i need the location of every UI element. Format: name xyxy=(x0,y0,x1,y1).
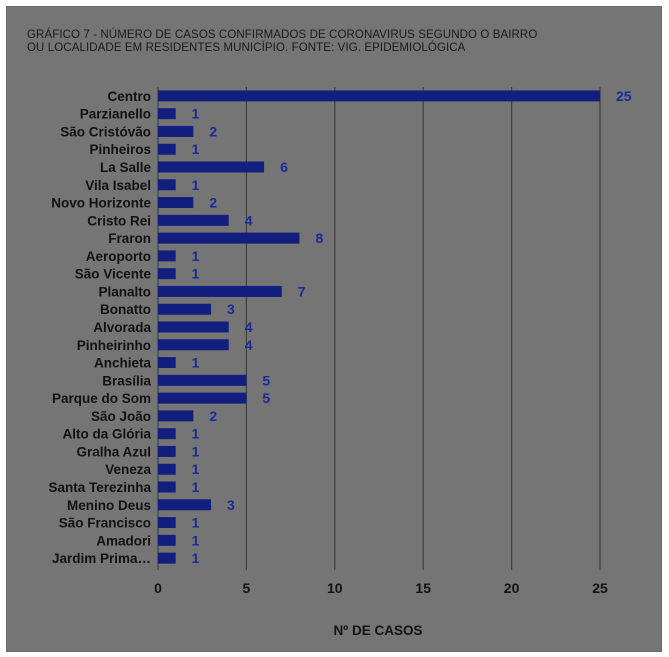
data-label: 5 xyxy=(262,372,270,388)
bar xyxy=(158,428,176,440)
data-label: 1 xyxy=(192,550,200,566)
data-label: 4 xyxy=(245,337,253,353)
data-label: 3 xyxy=(227,497,235,513)
bar xyxy=(158,214,229,226)
x-tick-label: 10 xyxy=(327,580,343,596)
data-label: 25 xyxy=(616,88,632,104)
category-label: Pinheirinho xyxy=(77,338,151,353)
data-label: 1 xyxy=(192,479,200,495)
bar xyxy=(158,499,212,511)
data-label: 2 xyxy=(209,408,217,424)
data-label: 5 xyxy=(262,390,270,406)
bar xyxy=(158,339,229,351)
bar xyxy=(158,445,176,457)
category-label: Gralha Azul xyxy=(76,444,151,459)
category-label: Aeroporto xyxy=(86,249,151,264)
data-label: 3 xyxy=(227,301,235,317)
data-label: 1 xyxy=(192,266,200,282)
data-label: 4 xyxy=(245,212,253,228)
category-label: Cristo Rei xyxy=(87,213,151,228)
data-label: 1 xyxy=(192,141,200,157)
bar xyxy=(158,250,176,262)
category-label: Alvorada xyxy=(93,320,151,335)
category-label: São Vicente xyxy=(75,267,152,282)
category-label: Veneza xyxy=(105,462,151,477)
bar xyxy=(158,143,176,155)
data-label: 2 xyxy=(209,123,217,139)
data-label: 1 xyxy=(192,461,200,477)
category-label: Planalto xyxy=(98,284,151,299)
data-label: 1 xyxy=(192,106,200,122)
category-label: Bonatto xyxy=(100,302,151,317)
bar xyxy=(158,125,194,137)
category-label: São Cristóvão xyxy=(60,124,151,139)
category-label: São Francisco xyxy=(59,516,151,531)
x-tick-label: 20 xyxy=(504,580,520,596)
category-label: Pinheiros xyxy=(89,142,151,157)
chart-title: GRÁFICO 7 - NÚMERO DE CASOS CONFIRMADOS … xyxy=(27,29,538,54)
category-label: São João xyxy=(91,409,151,424)
data-label: 1 xyxy=(192,532,200,548)
bar xyxy=(158,179,176,191)
category-labels: Centro Parzianello São Cristóvão Pinheiros L… xyxy=(48,89,151,566)
bar xyxy=(158,303,212,315)
bar xyxy=(158,232,300,244)
bar xyxy=(158,268,176,280)
data-label: 8 xyxy=(315,230,323,246)
category-label: Alto da Glória xyxy=(62,427,151,442)
bar xyxy=(158,374,247,386)
bar xyxy=(158,410,194,422)
category-label: La Salle xyxy=(100,160,152,175)
data-label: 7 xyxy=(298,283,306,299)
data-label: 1 xyxy=(192,426,200,442)
bar xyxy=(158,463,176,475)
category-label: Parque do Som xyxy=(52,391,151,406)
data-label: 1 xyxy=(192,177,200,193)
data-label: 1 xyxy=(192,443,200,459)
x-tick-label: 0 xyxy=(154,580,162,596)
bar xyxy=(158,321,229,333)
x-axis-title: Nº DE CASOS xyxy=(334,623,423,638)
bar xyxy=(158,285,282,297)
bar xyxy=(158,90,600,102)
bar xyxy=(158,392,247,404)
category-label: Jardim Prima… xyxy=(52,551,151,566)
data-label: 6 xyxy=(280,159,288,175)
x-axis-ticks: 0 5 10 15 20 25 xyxy=(154,580,608,596)
data-label: 1 xyxy=(192,515,200,531)
bar xyxy=(158,161,265,173)
bar xyxy=(158,108,176,120)
x-tick-label: 15 xyxy=(415,580,431,596)
data-label: 2 xyxy=(209,195,217,211)
bar xyxy=(158,197,194,209)
category-label: Menino Deus xyxy=(67,498,151,513)
category-label: Vila Isabel xyxy=(85,178,151,193)
x-tick-label: 25 xyxy=(592,580,608,596)
bar xyxy=(158,517,176,529)
x-tick-label: 5 xyxy=(243,580,251,596)
bar xyxy=(158,552,176,564)
category-label: Parzianello xyxy=(80,107,151,122)
category-label: Anchieta xyxy=(94,356,152,371)
category-label: Brasília xyxy=(102,373,151,388)
bar xyxy=(158,481,176,493)
bar xyxy=(158,357,176,369)
bar xyxy=(158,534,176,546)
category-label: Centro xyxy=(108,89,152,104)
data-label: 4 xyxy=(245,319,253,335)
category-label: Fraron xyxy=(108,231,151,246)
category-label: Santa Terezinha xyxy=(48,480,151,495)
data-label: 1 xyxy=(192,248,200,264)
category-label: Novo Horizonte xyxy=(51,196,151,211)
data-label: 1 xyxy=(192,355,200,371)
bars xyxy=(158,90,600,564)
chart-panel: GRÁFICO 7 - NÚMERO DE CASOS CONFIRMADOS … xyxy=(6,6,662,652)
category-label: Amadori xyxy=(96,533,151,548)
